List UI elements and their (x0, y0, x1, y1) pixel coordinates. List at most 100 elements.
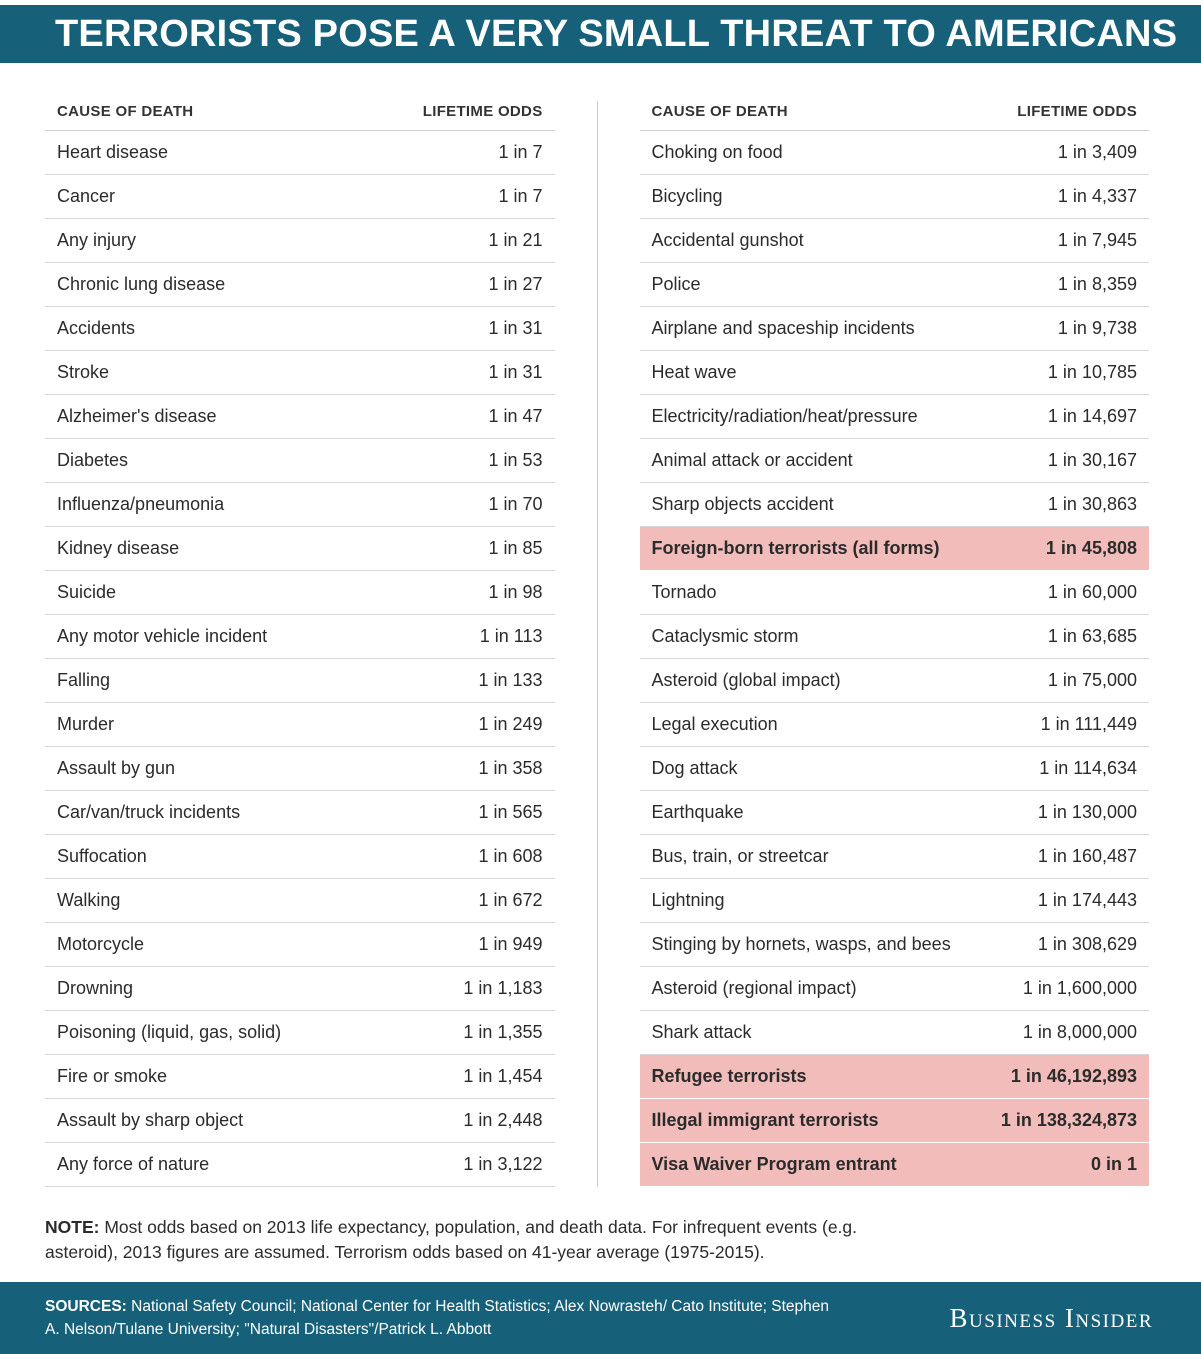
table-row: Animal attack or accident 1 in 30,167 (639, 439, 1149, 483)
cause-label: Heart disease (57, 142, 169, 162)
cause-label: Cancer (57, 186, 116, 206)
table-row: Kidney disease 1 in 85 (45, 527, 555, 571)
odds-value: 1 in 308,629 (1037, 934, 1137, 954)
cause-label: Murder (57, 714, 115, 734)
title-bar: TERRORISTS POSE A VERY SMALL THREAT TO A… (0, 5, 1201, 63)
table-row: Asteroid (regional impact) 1 in 1,600,000 (639, 967, 1149, 1011)
table-row: Murder 1 in 249 (45, 703, 555, 747)
table-row: Airplane and spaceship incidents 1 in 9,7… (639, 307, 1149, 351)
odds-value: 1 in 114,634 (1039, 758, 1137, 778)
cause-label: Animal attack or accident (651, 450, 853, 470)
cause-label: Visa Waiver Program entrant (651, 1154, 897, 1174)
right-table-body: Choking on food 1 in 3,409 Bicycling 1 in 4… (639, 131, 1149, 1187)
cause-label: Drowning (57, 978, 134, 998)
cause-label: Tornado (651, 582, 717, 602)
odds-value: 1 in 130,000 (1037, 802, 1137, 822)
odds-value: 1 in 1,600,000 (1022, 978, 1137, 998)
odds-value: 1 in 565 (478, 802, 543, 822)
cause-column-header: CAUSE OF DEATH (57, 103, 194, 120)
table-row: Cancer 1 in 7 (45, 175, 555, 219)
table-row: Police 1 in 8,359 (639, 263, 1149, 307)
cause-label: Asteroid (regional impact) (651, 978, 857, 998)
table-row: Refugee terrorists 1 in 46,192,893 (639, 1055, 1149, 1099)
table-row: Lightning 1 in 174,443 (639, 879, 1149, 923)
table-row: Diabetes 1 in 53 (45, 439, 555, 483)
table-row: Cataclysmic storm 1 in 63,685 (639, 615, 1149, 659)
page-title: TERRORISTS POSE A VERY SMALL THREAT TO A… (55, 12, 1178, 55)
cause-label: Assault by gun (57, 758, 176, 778)
odds-value: 1 in 14,697 (1047, 406, 1137, 426)
table-row: Chronic lung disease 1 in 27 (45, 263, 555, 307)
odds-value: 1 in 111,449 (1040, 714, 1137, 734)
table-row: Shark attack 1 in 8,000,000 (639, 1011, 1149, 1055)
table-row: Assault by gun 1 in 358 (45, 747, 555, 791)
odds-value: 1 in 30,863 (1047, 494, 1137, 514)
cause-label: Foreign-born terrorists (all forms) (651, 538, 940, 558)
cause-label: Asteroid (global impact) (651, 670, 841, 690)
table-row: Falling 1 in 133 (45, 659, 555, 703)
note: NOTE: Most odds based on 2013 life expec… (0, 1187, 1201, 1266)
table-row: Legal execution 1 in 111,449 (639, 703, 1149, 747)
cause-label: Poisoning (liquid, gas, solid) (57, 1022, 282, 1042)
odds-value: 1 in 75,000 (1047, 670, 1137, 690)
odds-value: 1 in 4,337 (1057, 186, 1137, 206)
odds-value: 1 in 30,167 (1047, 450, 1137, 470)
cause-label: Refugee terrorists (651, 1066, 807, 1086)
odds-value: 1 in 1,183 (463, 978, 543, 998)
odds-value: 1 in 8,359 (1057, 274, 1137, 294)
cause-label: Car/van/truck incidents (57, 802, 241, 822)
left-table-header: CAUSE OF DEATH LIFETIME ODDS (45, 95, 555, 131)
table-row: Influenza/pneumonia 1 in 70 (45, 483, 555, 527)
table-row: Electricity/radiation/heat/pressure 1 in … (639, 395, 1149, 439)
odds-value: 1 in 113 (479, 626, 543, 646)
odds-value: 1 in 31 (488, 318, 543, 338)
table-row: Dog attack 1 in 114,634 (639, 747, 1149, 791)
cause-label: Earthquake (651, 802, 744, 822)
cause-label: Any force of nature (57, 1154, 210, 1174)
table-row: Stinging by hornets, wasps, and bees 1 in… (639, 923, 1149, 967)
table-row: Alzheimer's disease 1 in 47 (45, 395, 555, 439)
table-row: Sharp objects accident 1 in 30,863 (639, 483, 1149, 527)
cause-label: Police (651, 274, 701, 294)
odds-value: 1 in 63,685 (1047, 626, 1137, 646)
odds-value: 1 in 672 (478, 890, 543, 910)
odds-value: 1 in 45,808 (1045, 538, 1137, 558)
cause-label: Sharp objects accident (651, 494, 834, 514)
sources-label: SOURCES: (45, 1297, 127, 1315)
left-table-body: Heart disease 1 in 7 Cancer 1 in 7 Any injur… (45, 131, 555, 1187)
table-row: Any motor vehicle incident 1 in 113 (45, 615, 555, 659)
odds-value: 1 in 949 (478, 934, 543, 954)
odds-value: 1 in 174,443 (1037, 890, 1137, 910)
right-table-header: CAUSE OF DEATH LIFETIME ODDS (639, 95, 1149, 131)
table-row: Car/van/truck incidents 1 in 565 (45, 791, 555, 835)
cause-label: Diabetes (57, 450, 129, 470)
cause-label: Chronic lung disease (57, 274, 226, 294)
cause-label: Dog attack (651, 758, 738, 778)
odds-value: 1 in 7,945 (1057, 230, 1137, 250)
odds-value: 1 in 3,122 (463, 1154, 543, 1174)
table-row: Fire or smoke 1 in 1,454 (45, 1055, 555, 1099)
table-row: Any injury 1 in 21 (45, 219, 555, 263)
cause-label: Accidental gunshot (651, 230, 804, 250)
odds-value: 1 in 21 (488, 230, 543, 250)
table-row: Visa Waiver Program entrant 0 in 1 (639, 1143, 1149, 1187)
odds-value: 1 in 53 (488, 450, 543, 470)
table-row: Heart disease 1 in 7 (45, 131, 555, 175)
tables-area: CAUSE OF DEATH LIFETIME ODDS Heart disea… (0, 63, 1201, 1187)
left-table: CAUSE OF DEATH LIFETIME ODDS Heart disea… (45, 95, 555, 1187)
table-row: Walking 1 in 672 (45, 879, 555, 923)
table-row: Accidental gunshot 1 in 7,945 (639, 219, 1149, 263)
note-paragraph: NOTE: Most odds based on 2013 life expec… (45, 1215, 895, 1266)
cause-column-header: CAUSE OF DEATH (651, 103, 788, 120)
table-row: Accidents 1 in 31 (45, 307, 555, 351)
odds-value: 1 in 160,487 (1037, 846, 1137, 866)
odds-value: 1 in 2,448 (463, 1110, 543, 1130)
table-row: Heat wave 1 in 10,785 (639, 351, 1149, 395)
table-row: Drowning 1 in 1,183 (45, 967, 555, 1011)
table-row: Assault by sharp object 1 in 2,448 (45, 1099, 555, 1143)
cause-label: Stinging by hornets, wasps, and bees (651, 934, 951, 954)
odds-value: 1 in 31 (488, 362, 543, 382)
cause-label: Walking (57, 890, 121, 910)
odds-value: 1 in 358 (478, 758, 543, 778)
odds-value: 1 in 10,785 (1047, 362, 1137, 382)
